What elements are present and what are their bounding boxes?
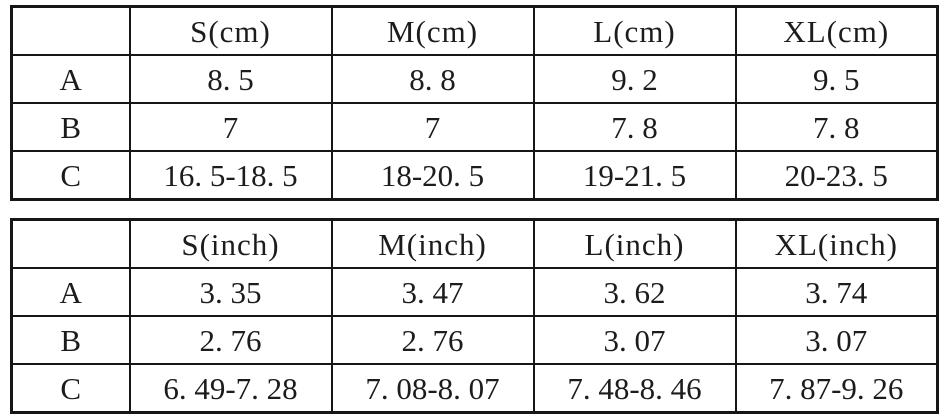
value-cell: 2. 76	[128, 315, 333, 365]
table-header-row: S(inch) M(inch) L(inch) XL(inch)	[10, 218, 939, 269]
value-cell: 2. 76	[330, 315, 535, 365]
value-cell: 16. 5-18. 5	[128, 150, 333, 201]
value-cell: 19-21. 5	[532, 150, 737, 201]
row-label: A	[10, 267, 131, 317]
table-row-a: A 3. 35 3. 47 3. 62 3. 74	[10, 267, 939, 317]
value-cell: 3. 07	[734, 315, 939, 365]
value-cell: 18-20. 5	[330, 150, 535, 201]
value-cell: 3. 47	[330, 267, 535, 317]
value-cell: 3. 62	[532, 267, 737, 317]
header-cell-xl-cm: XL(cm)	[734, 5, 939, 56]
row-label: C	[10, 150, 131, 201]
value-cell: 6. 49-7. 28	[128, 363, 333, 414]
value-cell: 8. 8	[330, 54, 535, 104]
value-cell: 3. 35	[128, 267, 333, 317]
table-header-row: S(cm) M(cm) L(cm) XL(cm)	[10, 5, 939, 56]
table-row-c: C 16. 5-18. 5 18-20. 5 19-21. 5 20-23. 5	[10, 150, 939, 201]
table-row-a: A 8. 5 8. 8 9. 2 9. 5	[10, 54, 939, 104]
value-cell: 8. 5	[128, 54, 333, 104]
size-table-inch: S(inch) M(inch) L(inch) XL(inch) A 3. 35…	[10, 218, 939, 414]
header-cell-l-inch: L(inch)	[532, 218, 737, 269]
header-cell-m-inch: M(inch)	[330, 218, 535, 269]
header-cell-l-cm: L(cm)	[532, 5, 737, 56]
value-cell: 7. 8	[532, 102, 737, 152]
value-cell: 3. 07	[532, 315, 737, 365]
header-cell-s-cm: S(cm)	[128, 5, 333, 56]
row-label: A	[10, 54, 131, 104]
corner-cell	[10, 218, 131, 269]
row-label: B	[10, 102, 131, 152]
value-cell: 7	[330, 102, 535, 152]
value-cell: 7. 87-9. 26	[734, 363, 939, 414]
value-cell: 7. 08-8. 07	[330, 363, 535, 414]
corner-cell	[10, 5, 131, 56]
value-cell: 7. 8	[734, 102, 939, 152]
row-label: B	[10, 315, 131, 365]
value-cell: 7. 48-8. 46	[532, 363, 737, 414]
header-cell-xl-inch: XL(inch)	[734, 218, 939, 269]
size-table-cm: S(cm) M(cm) L(cm) XL(cm) A 8. 5 8. 8 9. …	[10, 5, 939, 201]
table-row-c: C 6. 49-7. 28 7. 08-8. 07 7. 48-8. 46 7.…	[10, 363, 939, 414]
header-cell-s-inch: S(inch)	[128, 218, 333, 269]
value-cell: 20-23. 5	[734, 150, 939, 201]
table-row-b: B 2. 76 2. 76 3. 07 3. 07	[10, 315, 939, 365]
value-cell: 3. 74	[734, 267, 939, 317]
table-row-b: B 7 7 7. 8 7. 8	[10, 102, 939, 152]
value-cell: 9. 2	[532, 54, 737, 104]
value-cell: 7	[128, 102, 333, 152]
value-cell: 9. 5	[734, 54, 939, 104]
row-label: C	[10, 363, 131, 414]
header-cell-m-cm: M(cm)	[330, 5, 535, 56]
